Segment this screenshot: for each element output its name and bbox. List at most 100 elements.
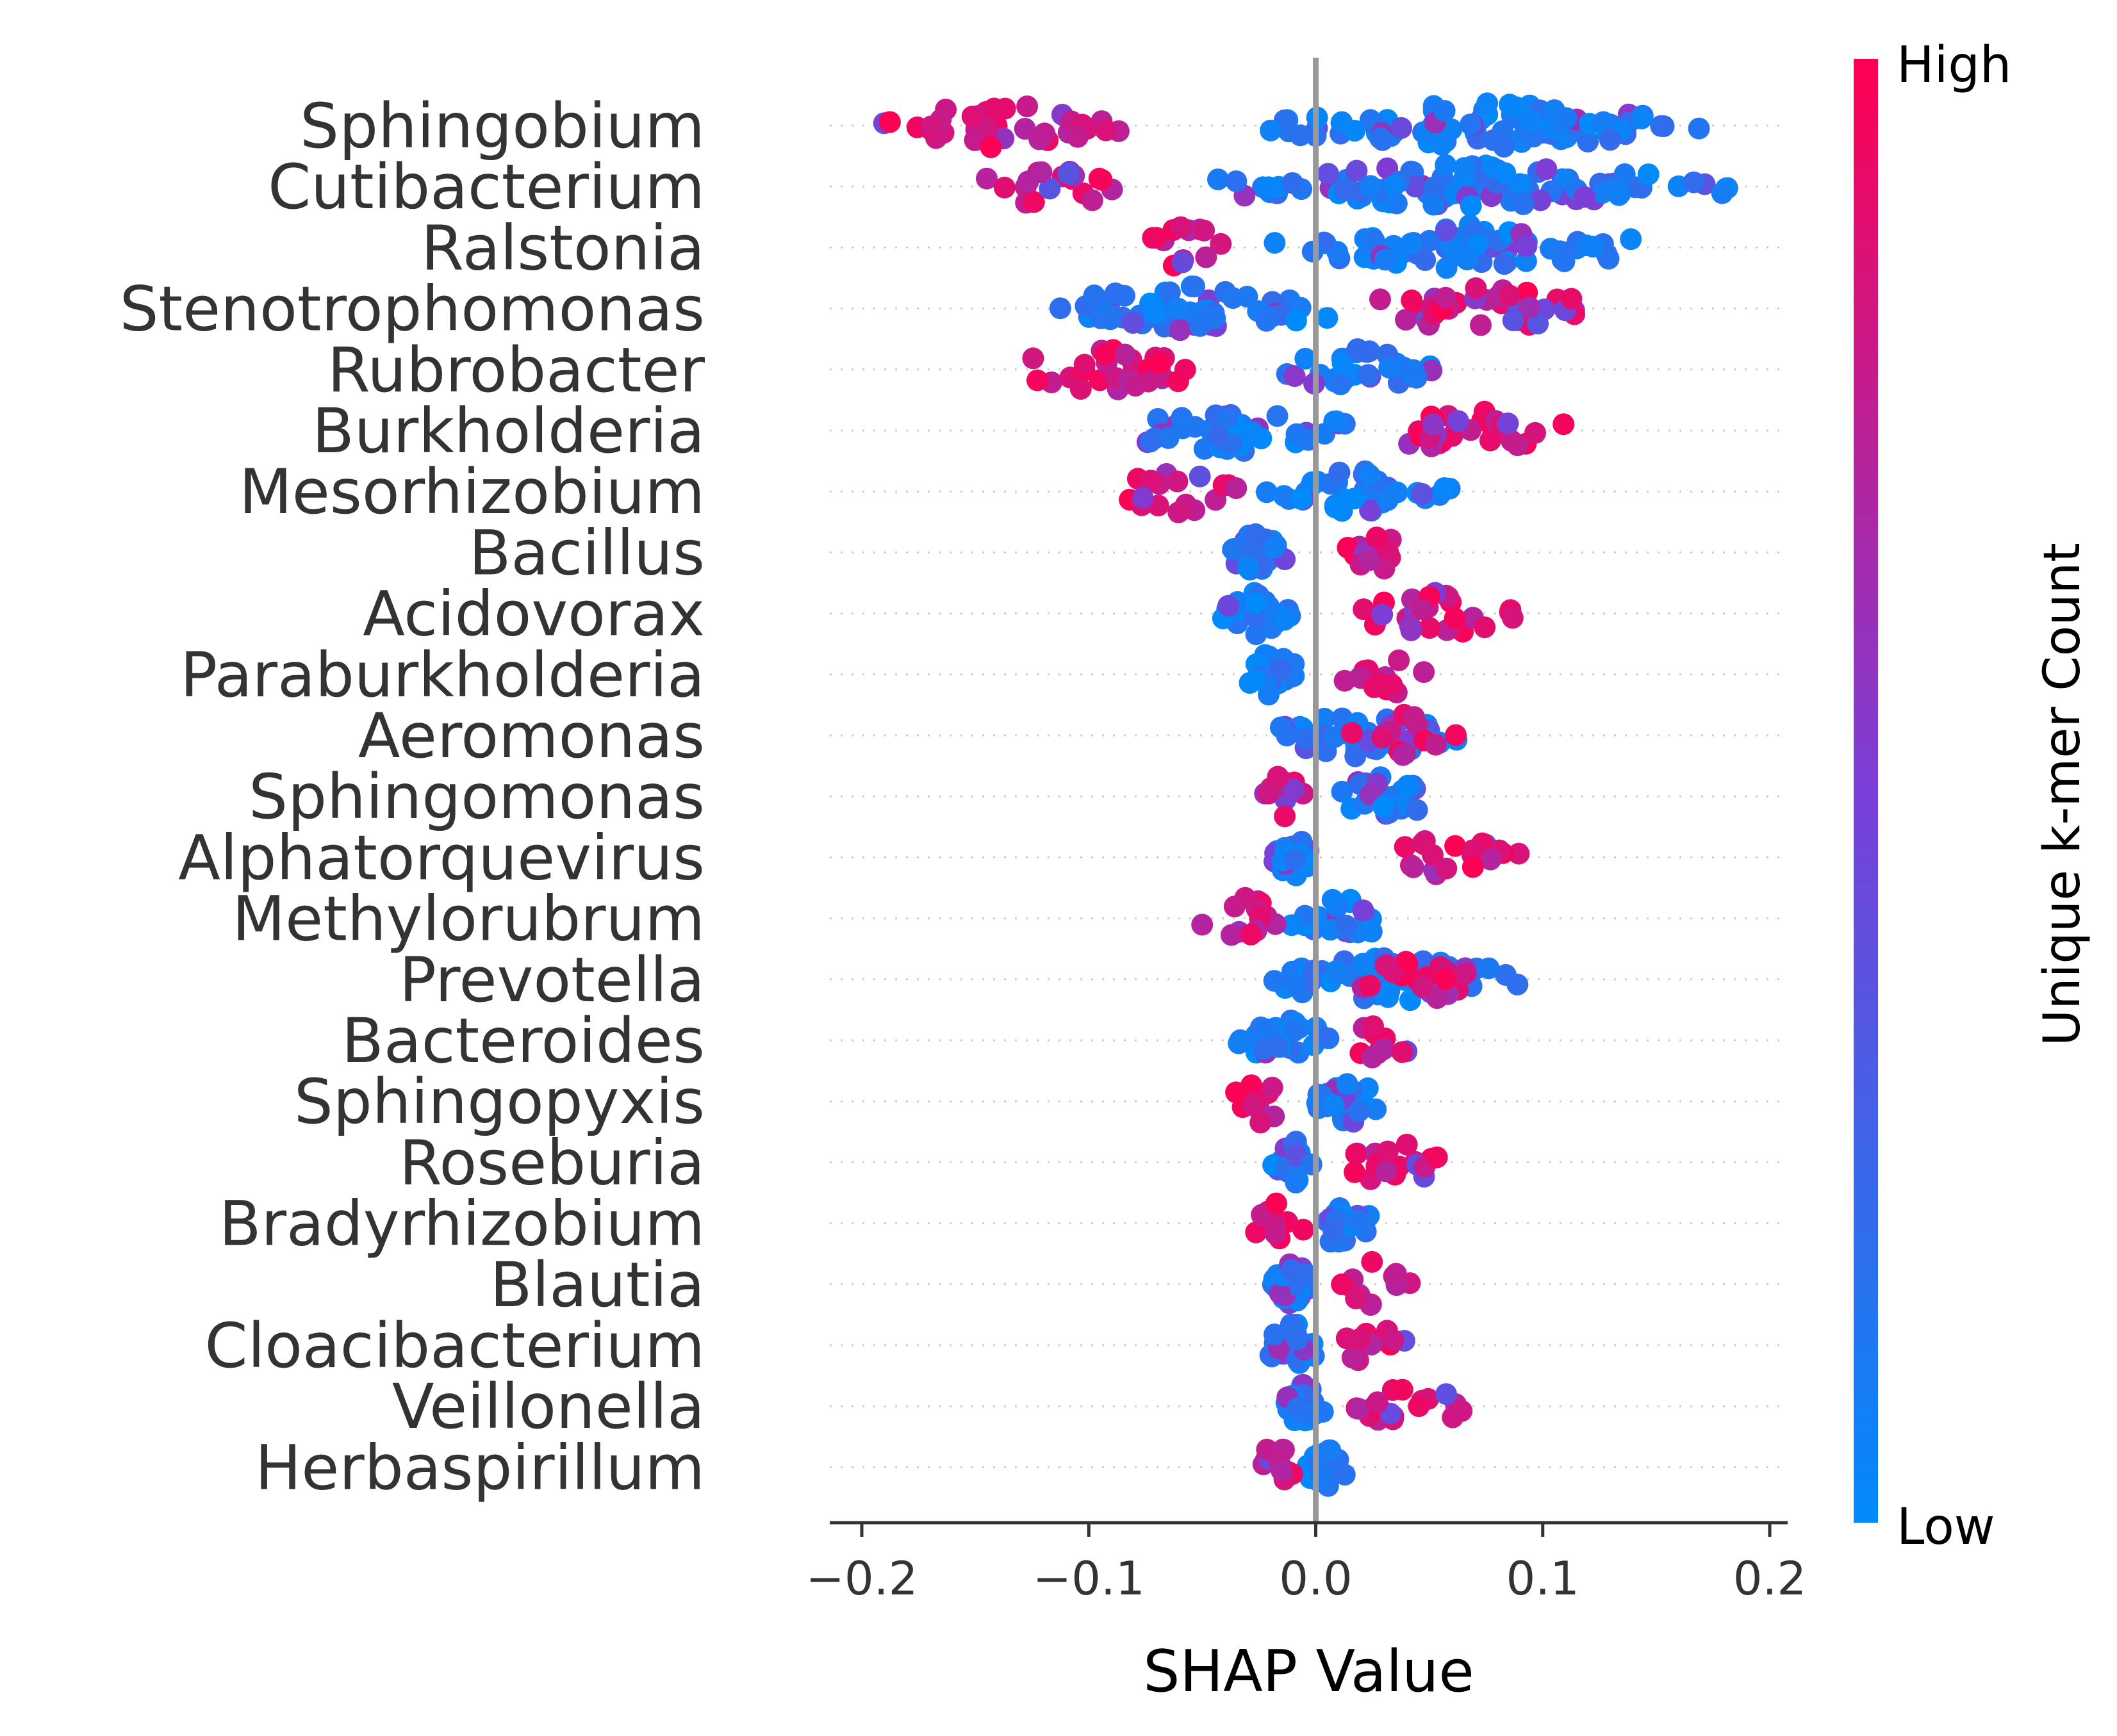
- data-point: [1411, 482, 1433, 505]
- x-tick-label: −0.2: [806, 1552, 918, 1605]
- data-point: [1325, 410, 1347, 432]
- data-point: [1345, 1287, 1367, 1309]
- data-point: [1267, 766, 1289, 788]
- data-point: [1476, 92, 1499, 115]
- data-point: [1358, 549, 1380, 571]
- data-point: [1356, 341, 1378, 363]
- data-point: [1460, 195, 1482, 217]
- data-point: [1083, 284, 1105, 307]
- data-point: [1357, 364, 1380, 386]
- data-point: [1323, 726, 1346, 748]
- data-point: [1376, 954, 1398, 976]
- feature-label: Paraburkholderia: [180, 639, 705, 711]
- data-point: [1347, 1100, 1370, 1122]
- data-point: [1444, 835, 1467, 857]
- data-point: [1376, 489, 1399, 511]
- data-point: [1240, 923, 1262, 946]
- data-point: [1331, 1273, 1353, 1295]
- data-point: [1478, 957, 1500, 979]
- data-point: [1501, 430, 1523, 452]
- data-point: [1216, 407, 1239, 429]
- data-point: [1630, 107, 1652, 129]
- data-point: [1508, 842, 1530, 865]
- data-point: [1344, 745, 1367, 767]
- data-point: [1374, 249, 1396, 271]
- data-point: [1447, 410, 1469, 432]
- data-point: [1264, 1223, 1287, 1245]
- data-point: [1334, 179, 1356, 202]
- data-point: [1403, 706, 1425, 728]
- data-point: [1049, 297, 1071, 320]
- data-point: [1340, 722, 1363, 744]
- data-point: [1280, 914, 1303, 937]
- data-point: [1263, 970, 1285, 992]
- data-point: [1319, 1439, 1342, 1461]
- data-point: [980, 136, 1002, 158]
- feature-label: Bacillus: [469, 517, 705, 589]
- data-point: [1403, 359, 1425, 381]
- data-point: [1026, 369, 1048, 391]
- feature-label: Bradyrhizobium: [219, 1188, 705, 1260]
- data-point: [1499, 284, 1521, 307]
- data-point: [1465, 277, 1487, 299]
- data-point: [1414, 249, 1437, 271]
- data-point: [1515, 250, 1537, 272]
- data-point: [1269, 1282, 1291, 1304]
- x-axis-title: SHAP Value: [1143, 1638, 1474, 1705]
- data-point: [1285, 1169, 1307, 1191]
- feature-label: Sphingomonas: [249, 761, 705, 833]
- data-point: [1592, 111, 1615, 133]
- feature-label: Aeromonas: [358, 700, 705, 772]
- data-point: [1124, 375, 1146, 397]
- data-point: [1343, 487, 1365, 510]
- data-point: [1017, 170, 1039, 193]
- data-point: [878, 111, 901, 133]
- data-point: [1143, 302, 1166, 324]
- data-point: [1286, 1328, 1308, 1350]
- data-point: [1401, 289, 1423, 311]
- data-points: [873, 92, 1738, 1497]
- data-point: [1283, 365, 1306, 388]
- data-point: [1375, 1160, 1397, 1183]
- data-point: [1435, 154, 1457, 176]
- data-point: [1269, 659, 1291, 681]
- x-tick-label: 0.0: [1279, 1552, 1353, 1605]
- data-point: [1301, 240, 1324, 263]
- data-point: [1433, 100, 1456, 122]
- data-point: [1217, 594, 1239, 617]
- data-point: [1039, 177, 1061, 200]
- data-point: [1282, 778, 1305, 801]
- feature-label: Sphingopyxis: [294, 1066, 705, 1138]
- data-point: [1474, 616, 1496, 639]
- colorbar-title: Unique k-mer Count: [2034, 543, 2091, 1046]
- data-point: [1290, 487, 1312, 510]
- data-point: [1225, 477, 1248, 499]
- data-point: [1241, 421, 1264, 443]
- data-point: [1258, 176, 1280, 199]
- data-point: [1317, 163, 1339, 185]
- data-point: [1169, 216, 1192, 238]
- data-point: [1392, 744, 1414, 766]
- feature-label: Methylorubrum: [232, 883, 705, 955]
- data-point: [1149, 352, 1171, 374]
- colorbar-high-label: High: [1897, 37, 2011, 94]
- data-point: [1371, 726, 1394, 749]
- data-point: [1191, 913, 1214, 936]
- data-point: [1435, 257, 1458, 279]
- data-point: [1034, 122, 1056, 145]
- data-point: [1099, 308, 1121, 331]
- x-tick-label: −0.1: [1033, 1552, 1145, 1605]
- data-point: [1271, 1459, 1293, 1482]
- data-point: [1245, 1221, 1267, 1243]
- data-point: [1016, 95, 1039, 117]
- data-point: [1328, 461, 1351, 484]
- data-point: [1454, 962, 1477, 985]
- data-point: [1385, 1263, 1407, 1285]
- feature-label: Ralstonia: [421, 212, 705, 284]
- data-point: [1419, 617, 1441, 639]
- feature-rows: SphingobiumCutibacteriumRalstoniaStenotr…: [120, 90, 1788, 1503]
- data-point: [1479, 429, 1501, 452]
- data-point: [1505, 96, 1528, 119]
- data-point: [1281, 172, 1303, 194]
